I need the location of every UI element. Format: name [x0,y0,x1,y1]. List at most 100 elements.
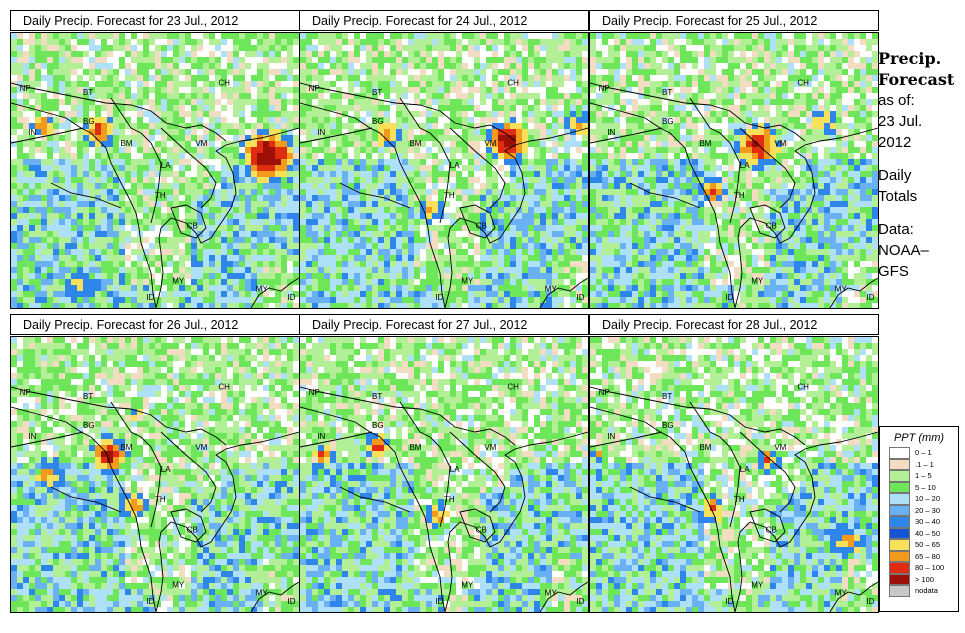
precip-cell [480,81,486,87]
precip-cell [71,147,77,153]
precip-cell [450,117,456,123]
precip-cell [312,117,318,123]
precip-cell [558,177,564,183]
precip-cell [197,105,203,111]
precip-cell [17,105,23,111]
precip-cell [450,213,456,219]
precip-cell [564,111,570,117]
precip-cell [89,129,95,135]
precip-cell [614,51,620,57]
precip-cell [47,261,53,267]
precip-cell [474,183,480,189]
precip-cell [504,159,510,165]
precip-cell [239,147,245,153]
precip-cell [432,195,438,201]
precip-cell [366,237,372,243]
precip-cell [716,39,722,45]
precip-cell [516,63,522,69]
precip-cell [125,195,131,201]
precip-cell [65,177,71,183]
precip-cell [414,75,420,81]
precip-cell [474,213,480,219]
precip-cell [776,39,782,45]
precip-cell [197,255,203,261]
precip-cell [203,33,209,39]
precip-cell [167,231,173,237]
precip-cell [300,195,306,201]
precip-cell [534,177,540,183]
precip-cell [312,279,318,285]
precip-cell [251,195,257,201]
precip-cell [510,177,516,183]
precip-cell [89,219,95,225]
precip-cell [384,147,390,153]
precip-cell [245,213,251,219]
precip-cell [414,201,420,207]
precip-cell [263,51,269,57]
precip-cell [842,57,848,63]
precip-cell [29,39,35,45]
precip-cell [227,183,233,189]
precip-cell [510,201,516,207]
precip-cell [330,45,336,51]
precip-cell [83,153,89,159]
precip-cell [546,123,552,129]
precip-cell [119,51,125,57]
precip-cell [558,285,564,291]
precip-cell [576,273,582,279]
precip-cell [504,231,510,237]
precip-cell [396,231,402,237]
precip-cell [716,69,722,75]
precip-cell [221,243,227,249]
precip-cell [287,141,293,147]
precip-cell [528,129,534,135]
precip-cell [450,279,456,285]
precip-cell [318,123,324,129]
precip-cell [59,213,65,219]
precip-cell [161,261,167,267]
precip-cell [23,39,29,45]
precip-map[interactable]: NP BT BG IN CH BM VM LA TH CB MY ID MY ID [299,32,589,309]
precip-cell [167,195,173,201]
precip-cell [704,45,710,51]
precip-cell [47,123,53,129]
precip-cell [644,87,650,93]
precip-cell [263,237,269,243]
precip-cell [366,231,372,237]
precip-cell [287,57,293,63]
precip-cell [534,81,540,87]
precip-cell [848,63,854,69]
precip-cell [408,201,414,207]
precip-cell [275,39,281,45]
precip-cell [275,303,281,308]
precip-cell [414,195,420,201]
precip-cell [119,105,125,111]
precip-cell [203,153,209,159]
precip-cell [564,159,570,165]
precip-cell [516,279,522,285]
precip-cell [342,153,348,159]
precip-cell [233,129,239,135]
precip-cell [510,183,516,189]
precip-cell [137,111,143,117]
precip-cell [420,291,426,297]
precip-cell [71,189,77,195]
precip-cell [107,165,113,171]
precip-map[interactable]: NP BT BG IN CH BM VM LA TH CB MY ID MY ID [589,32,879,309]
precip-cell [77,201,83,207]
precip-cell [185,285,191,291]
precip-cell [516,165,522,171]
precip-cell [137,261,143,267]
precip-cell [480,93,486,99]
precip-cell [620,45,626,51]
precip-map[interactable]: NP BT BG IN CH BM VM LA TH CB MY ID MY ID [10,32,300,309]
precip-cell [444,237,450,243]
forecast-panel-3: Daily Precip. Forecast for 25 Jul., 2012… [589,10,879,309]
precip-cell [456,111,462,117]
precip-cell [173,183,179,189]
precip-cell [420,93,426,99]
precip-cell [11,99,17,105]
precip-cell [89,261,95,267]
precip-cell [29,261,35,267]
precip-cell [101,237,107,243]
